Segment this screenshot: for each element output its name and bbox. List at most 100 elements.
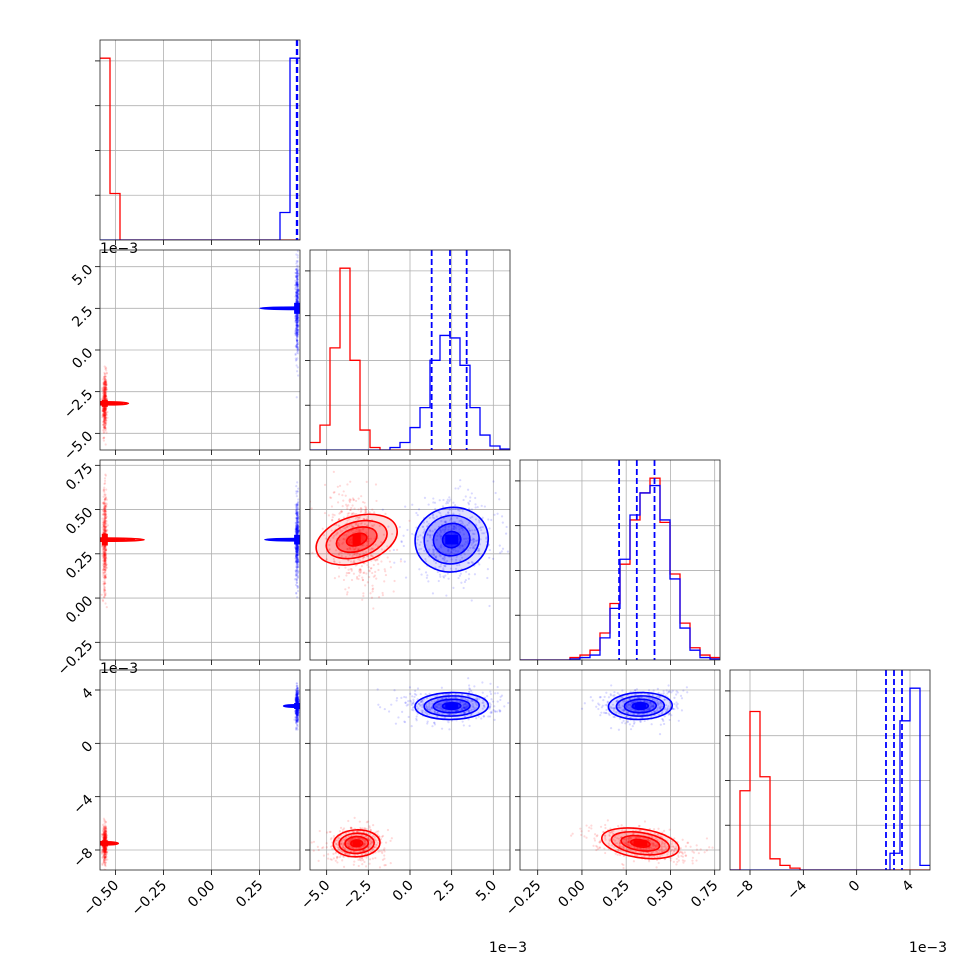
- scatter-point: [104, 506, 107, 509]
- scatter-point: [294, 699, 298, 702]
- scatter-point: [331, 516, 334, 519]
- scatter-point: [331, 513, 334, 516]
- scatter-point: [363, 852, 367, 856]
- scatter-point: [104, 553, 107, 556]
- scatter-point: [295, 279, 298, 282]
- scatter-point: [103, 580, 106, 583]
- scatter-point: [294, 290, 298, 293]
- scatter-point: [297, 548, 300, 551]
- scatter-point: [295, 531, 298, 534]
- scatter-point: [103, 415, 106, 418]
- scatter-point: [296, 320, 299, 323]
- scatter-point: [295, 318, 298, 321]
- scatter-point: [365, 510, 368, 514]
- scatter-point: [101, 571, 105, 574]
- scatter-point: [294, 314, 297, 317]
- scatter-point: [464, 495, 467, 498]
- scatter-point: [103, 560, 107, 563]
- scatter-point: [297, 565, 300, 569]
- scatter-point: [335, 855, 339, 859]
- scatter-point: [296, 693, 299, 696]
- scatter-point: [460, 545, 463, 548]
- scatter-point: [296, 347, 299, 351]
- scatter-point: [295, 549, 299, 552]
- scatter-point: [103, 853, 107, 856]
- scatter-point: [103, 407, 106, 410]
- scatter-point: [103, 859, 106, 862]
- scatter-point: [425, 712, 428, 715]
- scatter-point: [367, 539, 370, 543]
- scatter-point: [296, 339, 299, 342]
- scatter-point: [463, 543, 466, 546]
- scatter-point: [102, 508, 105, 512]
- scatter-point: [103, 819, 106, 822]
- scatter-point: [345, 593, 349, 596]
- scatter-point: [346, 512, 349, 515]
- scatter-point: [103, 836, 106, 840]
- scatter-point: [295, 529, 298, 532]
- scatter-point: [297, 274, 300, 277]
- scatter-point: [296, 545, 299, 548]
- scatter-point: [296, 545, 299, 548]
- scatter-point: [419, 541, 422, 544]
- scatter-point: [295, 691, 298, 694]
- scatter-point: [105, 387, 108, 390]
- scatter-point: [329, 858, 332, 861]
- scatter-point: [105, 497, 108, 500]
- scatter-point: [295, 291, 298, 295]
- scatter-point: [337, 541, 340, 545]
- scatter-point: [103, 531, 107, 534]
- scatter-point: [296, 531, 299, 534]
- panel-3-1: −5.0 −2.5 0.0 2.5 5.01e−3: [298, 669, 527, 956]
- scatter-point: [295, 698, 298, 701]
- scatter-point: [103, 375, 106, 378]
- scatter-point: [295, 708, 298, 711]
- scatter-point: [415, 526, 418, 529]
- scatter-point: [103, 837, 106, 840]
- scatter-point: [103, 860, 106, 863]
- scatter-point: [295, 299, 298, 302]
- scatter-point: [104, 395, 107, 398]
- scatter-point: [102, 383, 106, 387]
- scatter-point: [103, 831, 107, 834]
- scatter-point: [452, 548, 455, 552]
- scatter-point: [295, 528, 299, 531]
- scatter-point: [103, 513, 106, 516]
- scatter-point: [103, 502, 106, 505]
- scatter-point: [103, 408, 106, 412]
- scatter-point: [295, 522, 298, 525]
- scatter-point: [102, 420, 106, 423]
- scatter-point: [103, 827, 107, 830]
- scatter-point: [104, 409, 107, 412]
- scatter-point: [102, 568, 105, 571]
- scatter-point: [461, 556, 464, 559]
- scatter-point: [342, 541, 345, 544]
- scatter-point: [296, 345, 300, 349]
- scatter-point: [404, 576, 408, 579]
- scatter-point: [104, 394, 108, 397]
- scatter-point: [332, 835, 336, 838]
- scatter-point: [104, 525, 107, 528]
- scatter-point: [297, 560, 300, 563]
- scatter-point: [297, 561, 300, 564]
- scatter-point: [295, 708, 298, 711]
- scatter-point: [102, 428, 105, 431]
- scatter-point: [295, 713, 299, 717]
- scatter-point: [102, 423, 105, 426]
- scatter-point: [457, 487, 460, 490]
- scatter-point: [295, 505, 298, 508]
- scatter-point: [295, 288, 298, 291]
- scatter-point: [346, 514, 349, 518]
- scatter-point: [104, 427, 107, 430]
- scatter-point: [294, 525, 298, 528]
- scatter-point: [487, 518, 490, 521]
- scatter-point: [381, 508, 384, 511]
- scatter-point: [103, 553, 106, 556]
- scatter-point: [352, 830, 355, 833]
- scatter-point: [296, 698, 299, 701]
- scatter-point: [365, 531, 368, 534]
- scatter-point: [104, 849, 107, 852]
- scatter-point: [295, 268, 298, 271]
- scatter-point: [471, 515, 474, 518]
- scatter-point: [102, 408, 105, 412]
